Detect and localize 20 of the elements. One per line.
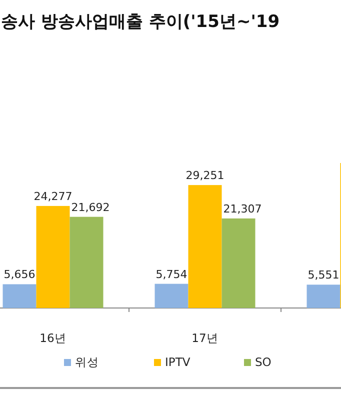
- legend-label: 위성: [75, 355, 99, 369]
- bar: [188, 185, 222, 308]
- legend-label: IPTV: [165, 355, 190, 369]
- x-tick-label: 17년: [192, 331, 218, 345]
- x-tick-label: 16년: [40, 331, 66, 345]
- data-label: 5,656: [4, 268, 36, 282]
- bar: [222, 218, 256, 308]
- data-label: 21,692: [71, 200, 110, 214]
- bar: [70, 216, 104, 308]
- data-label: 5,551: [308, 268, 340, 282]
- legend-label: SO: [255, 355, 272, 369]
- bar: [306, 284, 340, 308]
- data-label: 5,754: [156, 268, 188, 281]
- bar: [36, 206, 70, 308]
- data-label: 29,251: [186, 169, 224, 182]
- data-label: 21,307: [223, 202, 262, 216]
- bar: [2, 284, 36, 308]
- chart-title: 송사 방송사업매출 추이('15년~'19: [1, 12, 280, 32]
- data-label: 24,277: [34, 190, 72, 203]
- bar: [154, 284, 188, 308]
